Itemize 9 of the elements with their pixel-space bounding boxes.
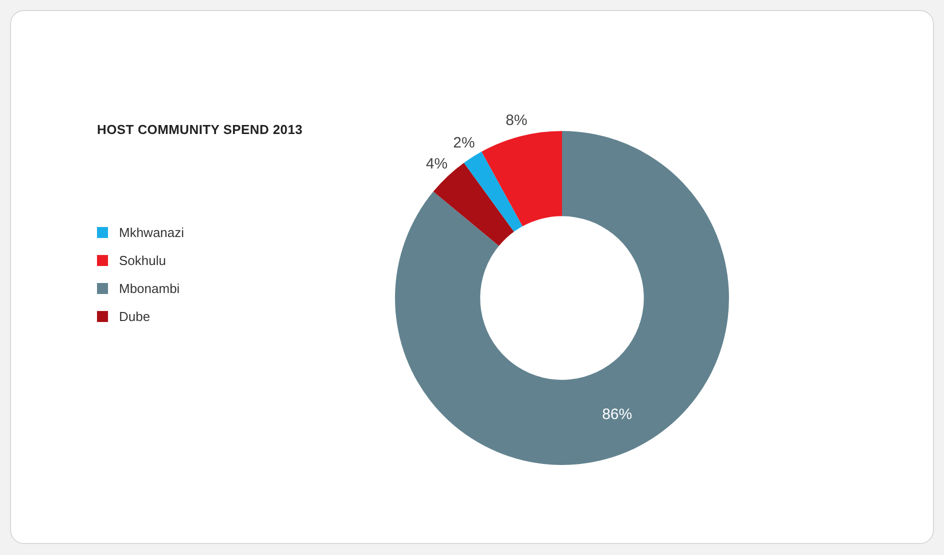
legend-label: Mkhwanazi	[119, 224, 184, 240]
data-label: 2%	[453, 134, 475, 152]
data-label: 4%	[426, 156, 448, 173]
data-label: 86%	[602, 406, 632, 424]
legend-label: Dube	[119, 308, 150, 324]
data-label: 8%	[506, 112, 528, 129]
legend-label: Sokhulu	[119, 252, 166, 268]
legend-label: Mbonambi	[119, 280, 180, 296]
text: HOST COMMUNITY SPEND 2013	[97, 122, 303, 137]
